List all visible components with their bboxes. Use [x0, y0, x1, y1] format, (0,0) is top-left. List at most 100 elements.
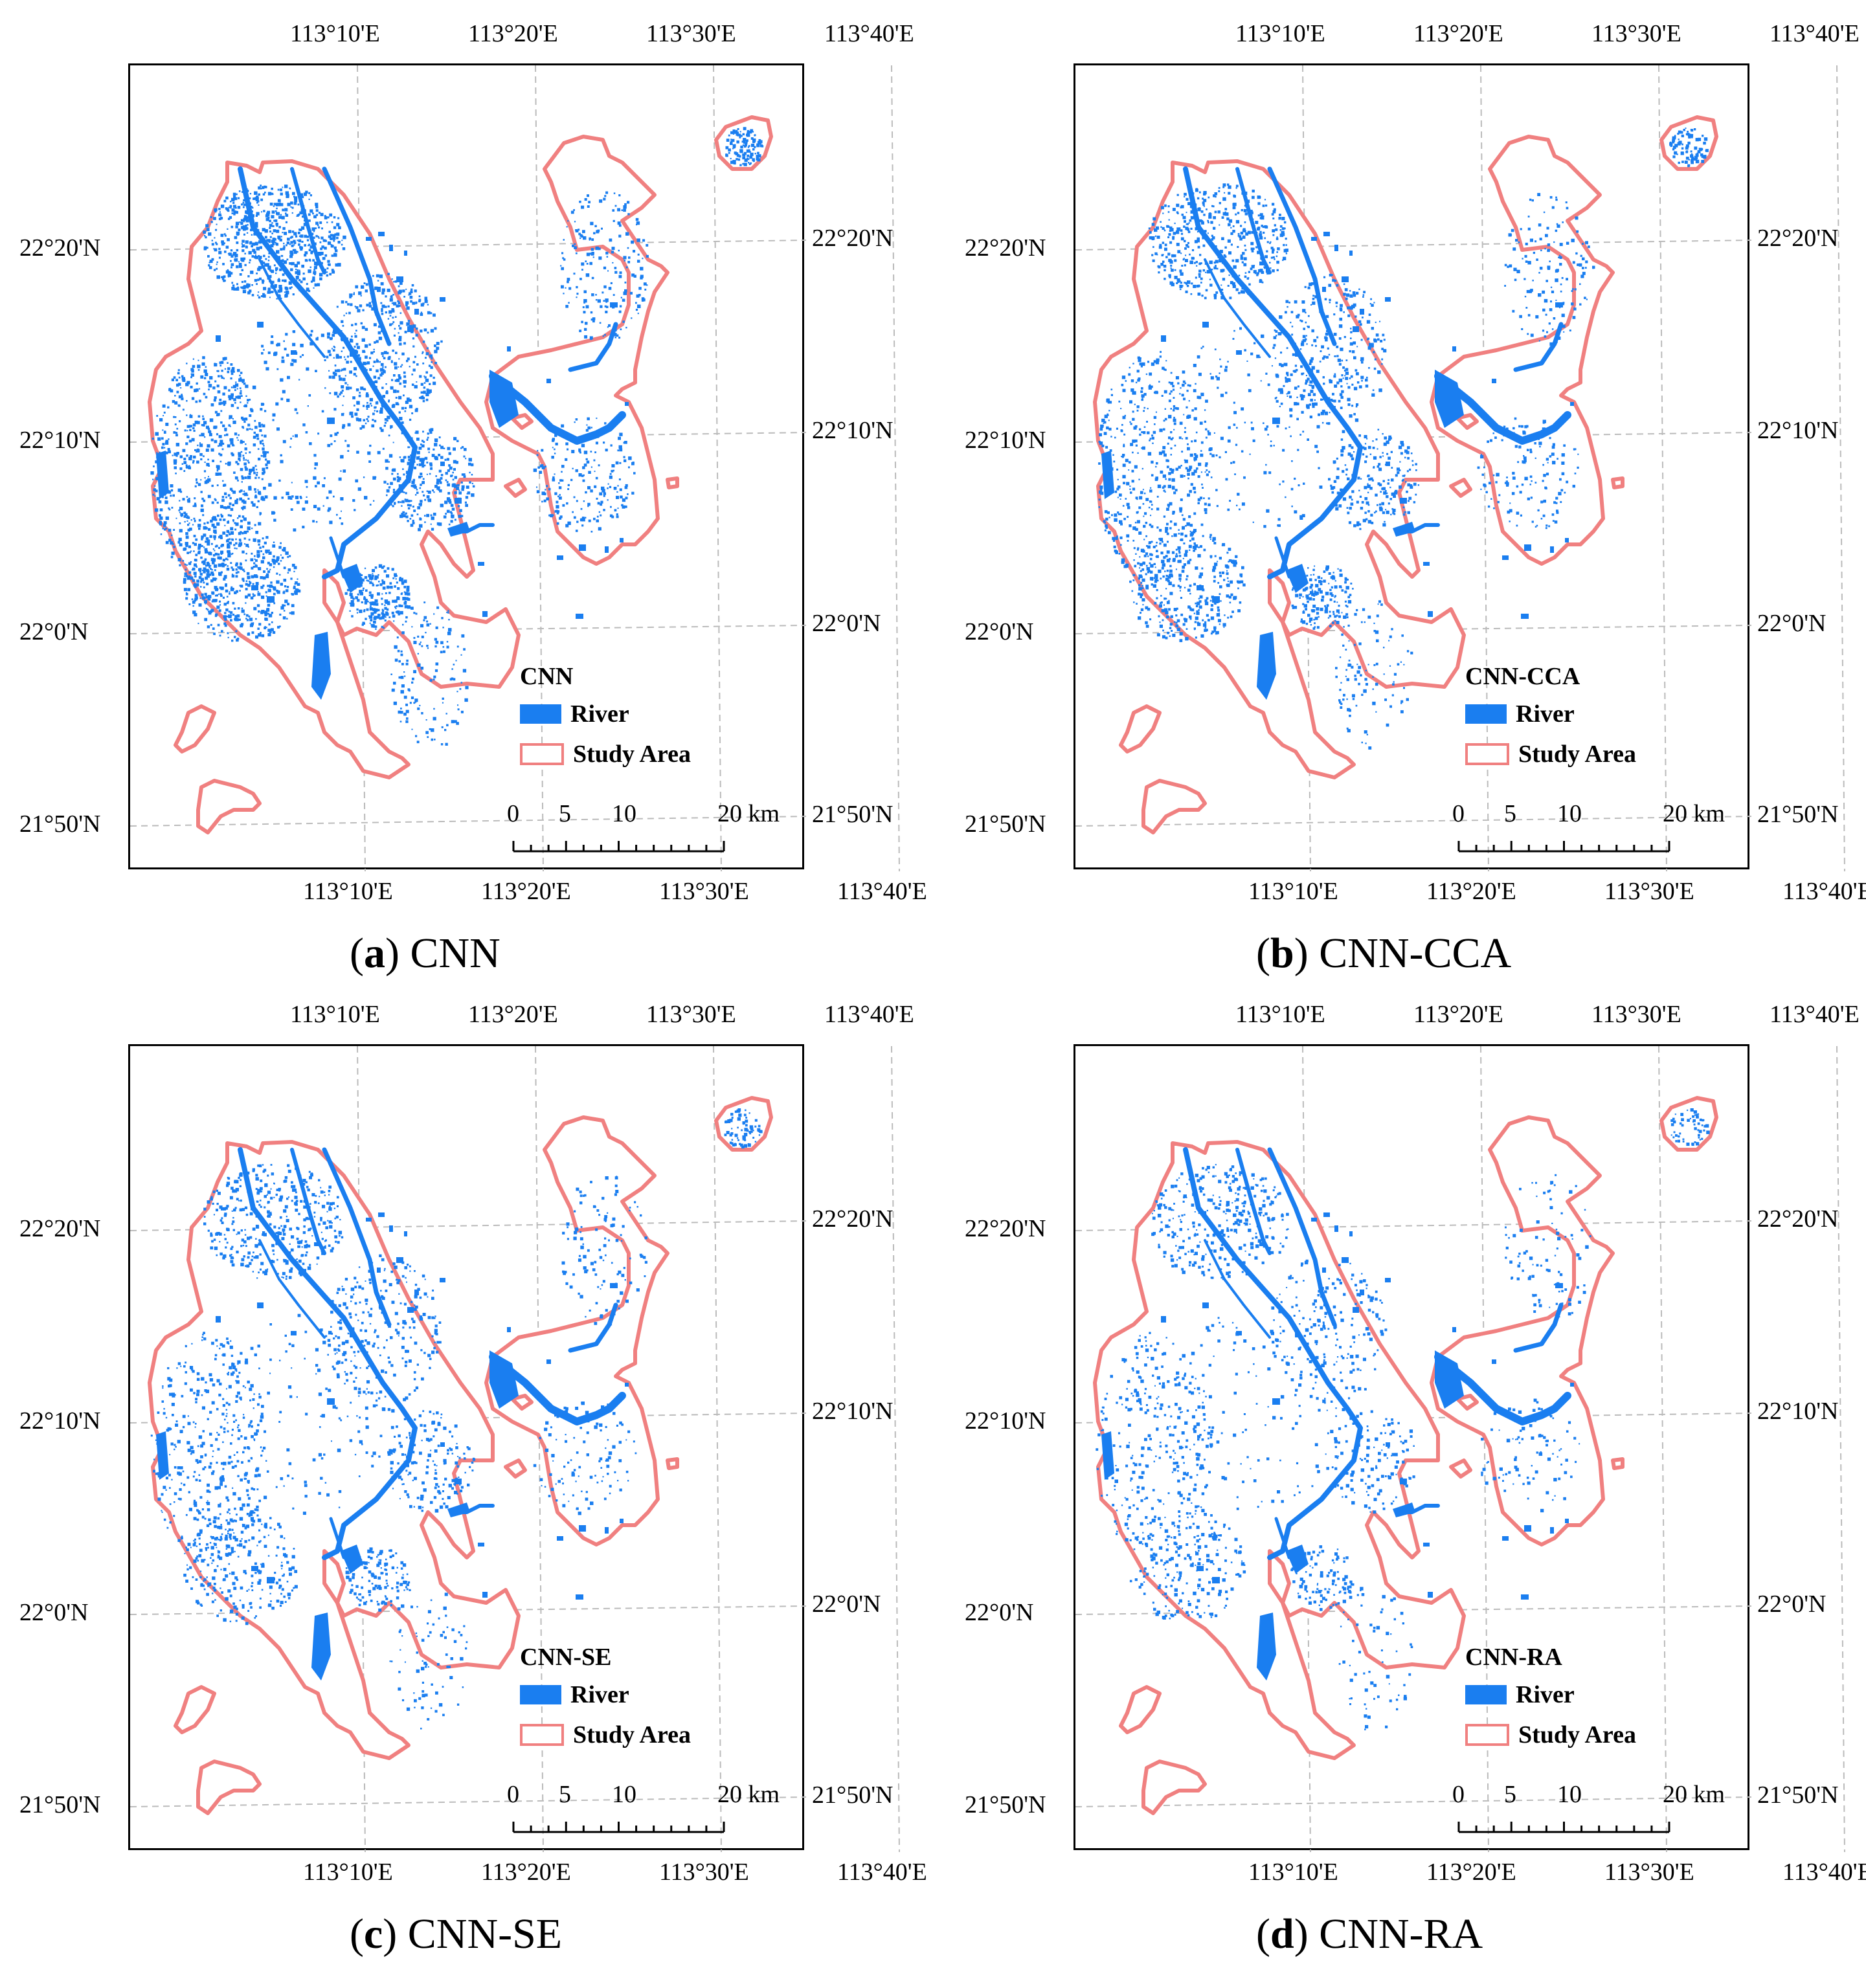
water-body: [311, 632, 331, 700]
parallel-line: [1075, 816, 1752, 827]
water-body: [1257, 632, 1276, 700]
river-channel: [1204, 258, 1271, 358]
water-body: [1435, 1350, 1464, 1409]
lat-label-left: 22°0'N: [19, 618, 89, 645]
water-body: [1101, 1431, 1114, 1480]
river-channel: [238, 166, 418, 579]
study-area-swatch: [520, 743, 564, 765]
water-body: [1101, 451, 1114, 499]
lat-label-right: 22°10'N: [812, 1398, 894, 1425]
study-area-outline: [1119, 704, 1162, 754]
river-channel: [290, 167, 326, 274]
lon-label-top: 113°40'E: [824, 1001, 914, 1028]
scale-bar-label: 20 km: [1663, 800, 1725, 827]
lon-label-top: 113°40'E: [824, 20, 914, 47]
river-channel: [238, 1147, 418, 1560]
study-area-outline: [504, 478, 527, 498]
caption-letter: b: [1270, 930, 1294, 977]
legend-river-label: River: [1516, 1681, 1575, 1708]
lon-label-top: 113°10'E: [1235, 20, 1325, 47]
lat-label-left: 22°0'N: [19, 1599, 89, 1626]
river-channel: [322, 166, 392, 346]
river-channel: [568, 1302, 618, 1353]
lon-label-bottom: 113°10'E: [303, 878, 393, 905]
scale-bar: [512, 841, 725, 853]
study-area-outline: [504, 1458, 527, 1479]
lon-label-bottom: 113°20'E: [481, 878, 571, 905]
legend-river: River: [520, 700, 629, 728]
water-pixels: [1098, 128, 1709, 750]
scale-bar-label: 10: [612, 800, 636, 827]
legend-study-area-label: Study Area: [1518, 1721, 1636, 1748]
lon-label-bottom: 113°40'E: [837, 1859, 927, 1886]
study-area-outline: [666, 1457, 679, 1470]
lat-label-left: 21°50'N: [19, 810, 101, 838]
water-body: [447, 1502, 470, 1517]
parallel-line: [1075, 1796, 1752, 1807]
water-body: [489, 1350, 519, 1409]
panel-caption: (d) CNN-RA: [1256, 1910, 1483, 1958]
lat-label-right: 21°50'N: [812, 801, 894, 828]
study-area-swatch: [520, 1724, 564, 1746]
study-area-outline: [1449, 478, 1472, 498]
lon-label-bottom: 113°40'E: [1782, 1859, 1866, 1886]
river-channel: [489, 1353, 626, 1425]
legend-study-area: Study Area: [520, 1721, 691, 1749]
study-area-outline: [196, 1759, 262, 1815]
legend-river-label: River: [570, 1681, 629, 1708]
map-panel-c: 113°10'E 113°20'E 113°30'E 113°40'E 113°10'E…: [0, 981, 932, 1961]
study-area-outline: [1659, 1096, 1718, 1152]
study-area-outline: [1141, 779, 1207, 834]
lat-label-right: 21°50'N: [1757, 1781, 1839, 1809]
meridian-line: [1836, 1045, 1845, 1853]
water-body: [1286, 564, 1309, 593]
legend-study-area: Study Area: [520, 740, 691, 768]
river-channel: [1434, 372, 1571, 445]
lat-label-left: 22°10'N: [965, 1407, 1046, 1435]
study-area-outline: [1611, 1457, 1624, 1470]
legend-river: River: [1465, 700, 1575, 728]
caption-name: CNN-RA: [1319, 1910, 1483, 1958]
map-frame: [128, 1044, 900, 1853]
lon-label-bottom: 113°10'E: [303, 1859, 393, 1886]
legend-river-label: River: [1516, 700, 1575, 728]
water-body: [341, 1545, 363, 1574]
map-canvas: [129, 65, 900, 872]
legend-title: CNN: [520, 663, 574, 690]
river-channel: [568, 322, 618, 372]
lat-label-right: 21°50'N: [812, 1781, 894, 1809]
lon-label-bottom: 113°30'E: [1604, 1859, 1694, 1886]
study-area-outline: [1093, 1140, 1466, 1760]
lon-label-top: 113°20'E: [468, 1001, 558, 1028]
study-area-outline: [1449, 1458, 1472, 1479]
water-body: [1286, 1545, 1309, 1574]
river-swatch: [520, 704, 561, 724]
water-body: [1393, 1502, 1415, 1517]
river-channel: [258, 1239, 326, 1339]
study-area-outline: [174, 704, 216, 754]
lat-label-left: 22°10'N: [19, 427, 101, 454]
lon-label-top: 113°20'E: [1413, 20, 1503, 47]
legend-river-label: River: [570, 700, 629, 728]
scale-bar-label: 10: [612, 1781, 636, 1808]
caption-name: CNN-CCA: [1319, 930, 1512, 977]
lat-label-left: 22°20'N: [965, 234, 1046, 262]
map-panel-d: 113°10'E 113°20'E 113°30'E 113°40'E 113°10'E…: [945, 981, 1866, 1961]
panel-caption: (c) CNN-SE: [350, 1910, 563, 1958]
water-pixels: [150, 127, 764, 746]
lat-label-left: 22°0'N: [965, 618, 1034, 645]
scale-bar-label: 5: [559, 1781, 571, 1808]
parallel-line: [129, 1796, 807, 1807]
lat-label-left: 22°20'N: [19, 234, 101, 262]
legend-study-area: Study Area: [1465, 1721, 1636, 1749]
water-body: [156, 1431, 169, 1480]
meridian-line: [1480, 1045, 1489, 1853]
scale-bar-label: 20 km: [717, 1781, 780, 1808]
study-area-outline: [1430, 1115, 1615, 1547]
river-channel: [1513, 322, 1564, 372]
legend-title: CNN-SE: [520, 1644, 612, 1671]
lat-label-left: 22°10'N: [965, 427, 1046, 454]
legend-river: River: [1465, 1681, 1575, 1709]
legend-title: CNN-CCA: [1465, 663, 1580, 690]
meridian-line: [1658, 65, 1667, 872]
